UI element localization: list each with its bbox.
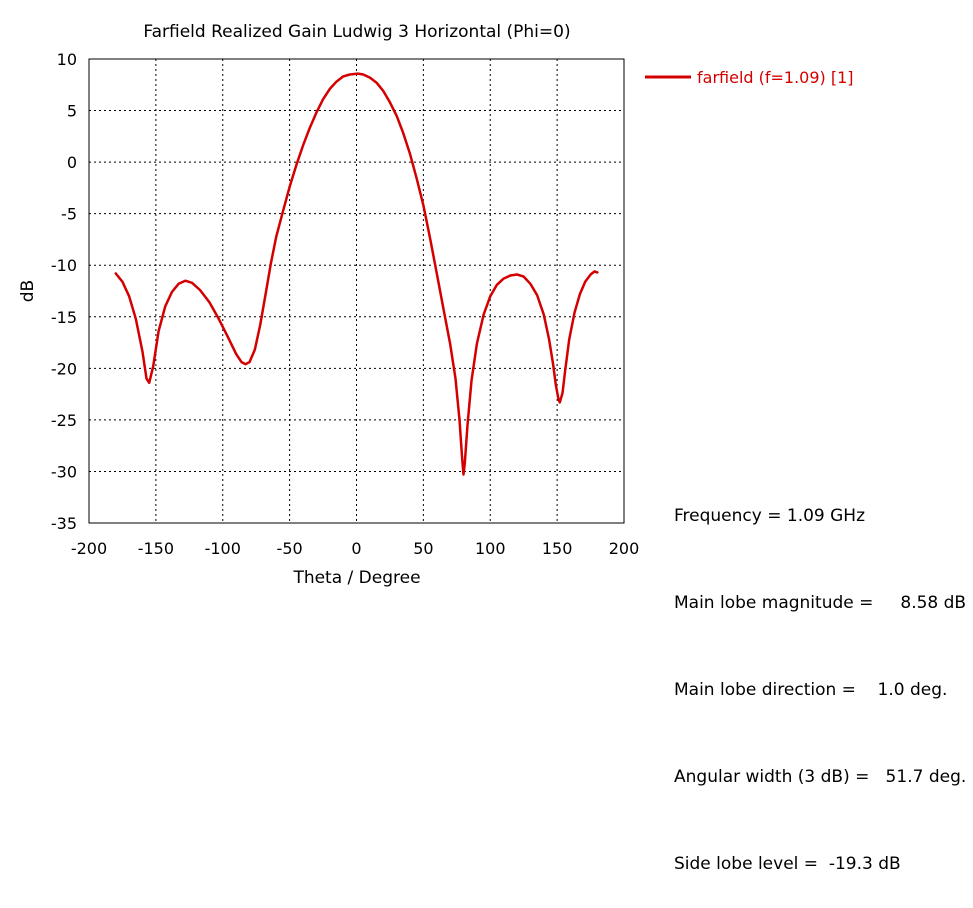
x-tick-label: 100: [475, 539, 506, 558]
y-tick-label: 5: [67, 102, 77, 121]
y-tick-label: -10: [51, 256, 77, 275]
y-tick-label: -15: [51, 308, 77, 327]
farfield-chart: Farfield Realized Gain Ludwig 3 Horizont…: [18, 22, 854, 588]
y-tick-label: 10: [57, 50, 77, 69]
info-panel: Frequency = 1.09 GHz Main lobe magnitude…: [674, 444, 966, 908]
series-line: [114, 72, 599, 476]
y-tick-labels: 10 5 0 -5 -10 -15 -20 -25 -30 -35: [51, 50, 77, 533]
info-angular-width: Angular width (3 dB) = 51.7 deg.: [674, 767, 967, 787]
x-tick-label: -50: [277, 539, 303, 558]
y-tick-label: -20: [51, 359, 77, 378]
y-tick-label: 0: [67, 153, 77, 172]
x-axis-label: Theta / Degree: [292, 568, 420, 588]
plot-frame: [88, 58, 625, 524]
x-tick-label: -100: [205, 539, 241, 558]
y-tick-label: -25: [51, 411, 77, 430]
legend: farfield (f=1.09) [1]: [645, 68, 854, 87]
grid: [89, 59, 624, 523]
info-main-lobe-direction: Main lobe direction = 1.0 deg.: [674, 680, 948, 700]
x-tick-labels: -200 -150 -100 -50 0 50 100 150 200: [71, 539, 639, 558]
x-tick-label: 50: [413, 539, 433, 558]
chart-title: Farfield Realized Gain Ludwig 3 Horizont…: [143, 22, 570, 42]
info-side-lobe-level: Side lobe level = -19.3 dB: [674, 854, 901, 874]
y-axis-label: dB: [18, 280, 38, 302]
x-tick-label: 150: [542, 539, 573, 558]
y-tick-label: -30: [51, 462, 77, 481]
x-tick-label: -150: [138, 539, 174, 558]
x-tick-label: 0: [351, 539, 361, 558]
series-layer: [114, 72, 599, 476]
y-tick-label: -35: [51, 514, 77, 533]
x-tick-label: 200: [609, 539, 640, 558]
info-frequency: Frequency = 1.09 GHz: [674, 506, 866, 526]
y-tick-label: -5: [61, 205, 77, 224]
x-tick-label: -200: [71, 539, 107, 558]
legend-label: farfield (f=1.09) [1]: [697, 68, 854, 87]
info-main-lobe-magnitude: Main lobe magnitude = 8.58 dB: [674, 593, 967, 613]
